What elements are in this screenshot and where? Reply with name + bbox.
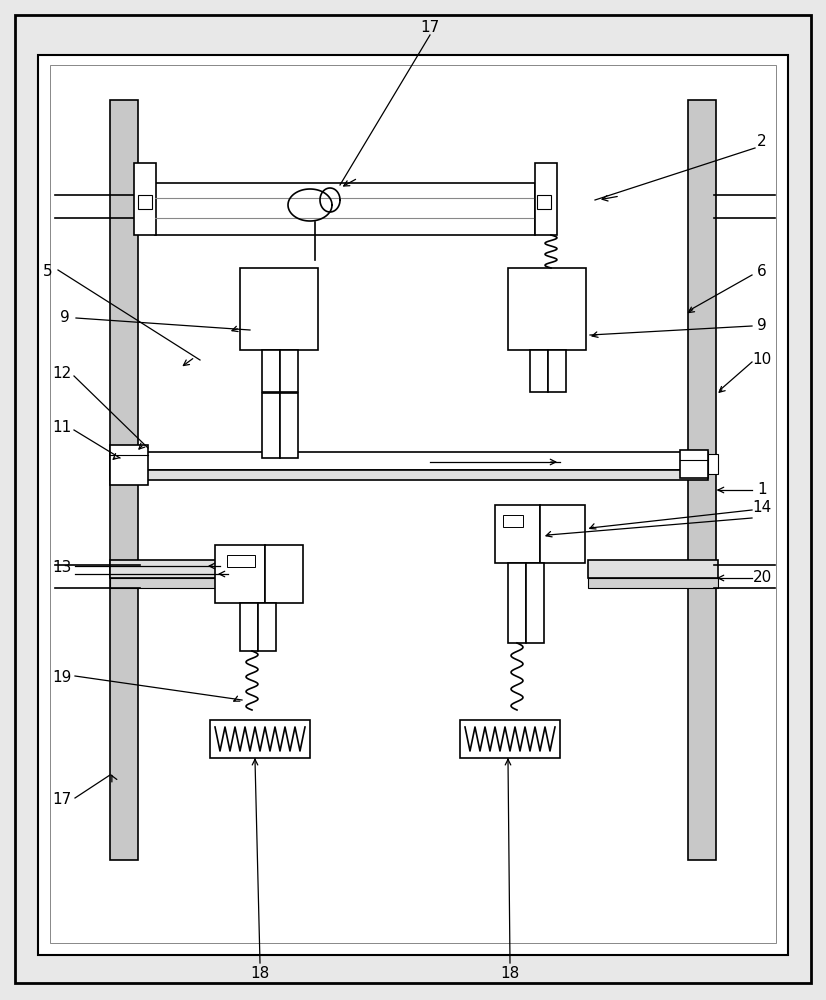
Text: 18: 18: [501, 966, 520, 980]
Text: 14: 14: [752, 500, 771, 516]
Text: 9: 9: [757, 318, 767, 332]
Text: 18: 18: [250, 966, 269, 980]
Bar: [588, 560, 718, 578]
Bar: [210, 720, 310, 758]
Bar: [535, 163, 557, 235]
Bar: [503, 515, 523, 527]
Bar: [540, 505, 585, 563]
Text: 20: 20: [752, 570, 771, 585]
Bar: [460, 720, 560, 758]
Bar: [134, 163, 156, 235]
Bar: [110, 100, 138, 860]
Bar: [110, 560, 240, 578]
Bar: [215, 545, 265, 603]
Text: 19: 19: [52, 670, 72, 686]
Bar: [708, 454, 718, 474]
Bar: [588, 578, 718, 588]
Text: 13: 13: [52, 560, 72, 576]
Text: 11: 11: [52, 420, 72, 436]
Text: 6: 6: [757, 264, 767, 279]
Text: 9: 9: [60, 310, 70, 326]
Bar: [110, 470, 708, 480]
Bar: [495, 505, 540, 563]
Bar: [110, 452, 708, 470]
Bar: [265, 545, 303, 603]
Bar: [548, 350, 566, 392]
Bar: [262, 393, 280, 458]
Bar: [508, 268, 586, 350]
Bar: [110, 578, 240, 588]
Bar: [258, 603, 276, 651]
Bar: [227, 555, 255, 567]
Bar: [155, 183, 535, 235]
Bar: [680, 450, 708, 478]
Text: 5: 5: [43, 264, 53, 279]
Text: 2: 2: [757, 134, 767, 149]
Bar: [262, 350, 280, 392]
Bar: [280, 350, 298, 392]
Bar: [537, 195, 551, 209]
Bar: [508, 563, 526, 643]
Text: 1: 1: [757, 483, 767, 497]
Text: 17: 17: [420, 20, 439, 35]
Bar: [688, 100, 716, 860]
Text: 12: 12: [52, 365, 72, 380]
Text: 10: 10: [752, 353, 771, 367]
Bar: [240, 603, 258, 651]
Bar: [50, 65, 776, 943]
Bar: [138, 195, 152, 209]
Bar: [526, 563, 544, 643]
Bar: [280, 393, 298, 458]
Bar: [110, 445, 148, 485]
Text: 17: 17: [52, 792, 72, 808]
Bar: [530, 350, 548, 392]
Bar: [240, 268, 318, 350]
